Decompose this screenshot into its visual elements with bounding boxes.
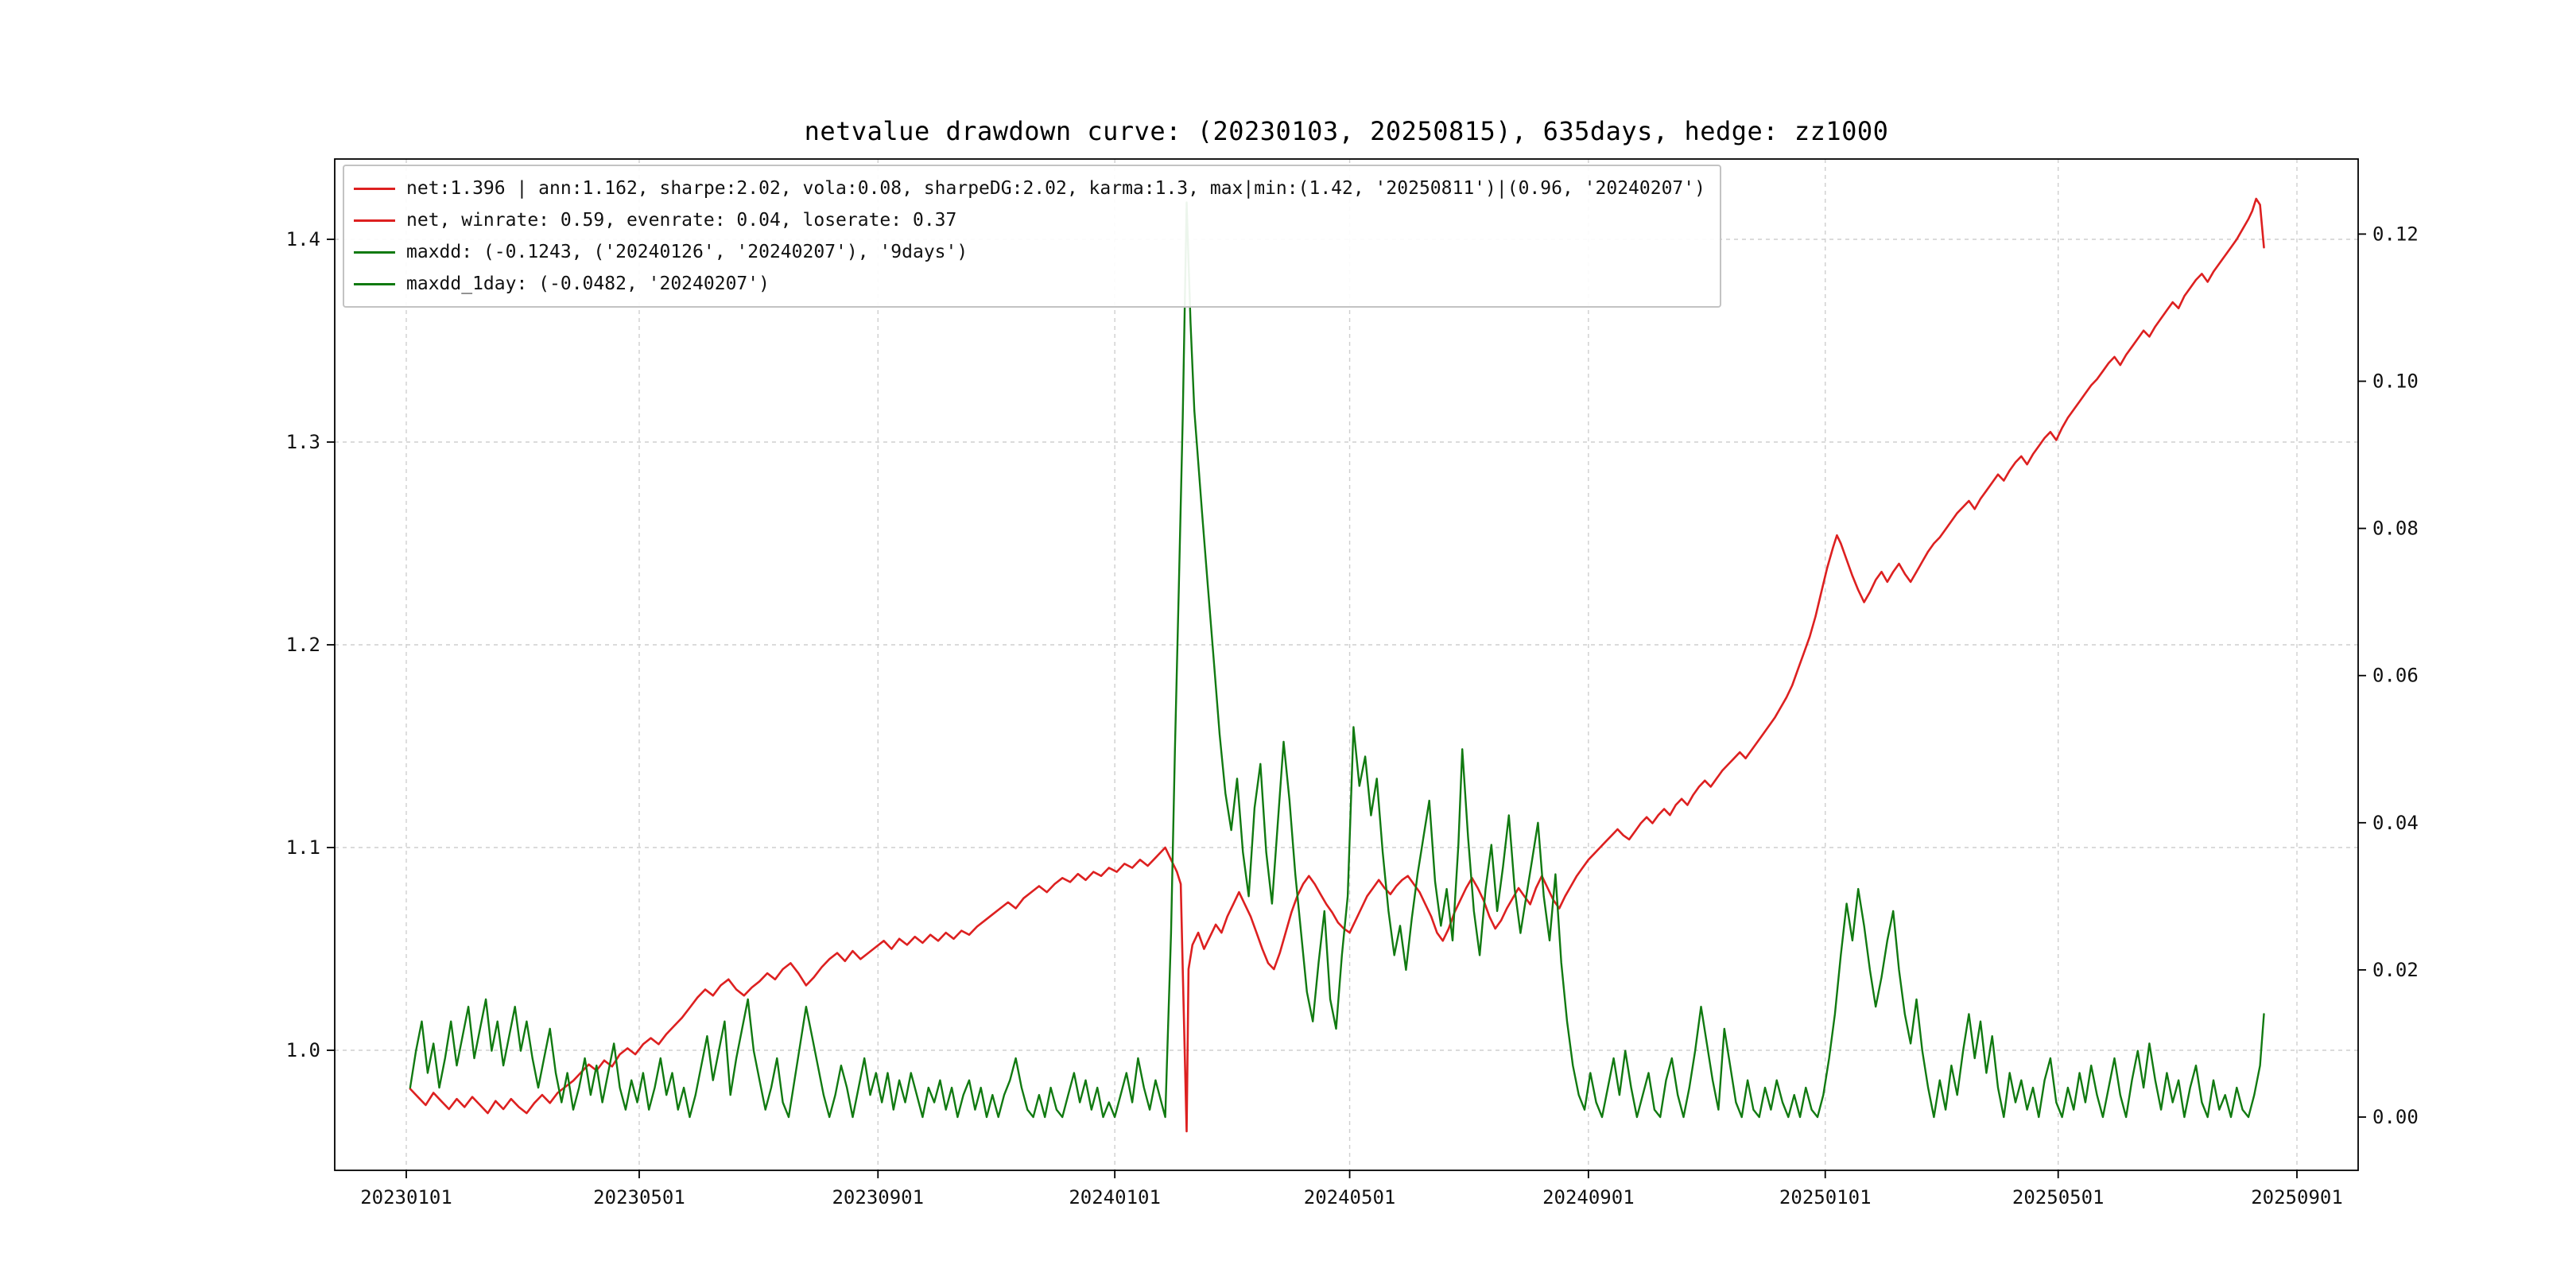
y-left-tick-label: 1.1 (286, 836, 320, 859)
y-left-tick-label: 1.4 (286, 228, 320, 250)
y-right-tick-label: 0.00 (2372, 1106, 2419, 1128)
x-tick-label: 20250901 (2251, 1186, 2343, 1208)
net-line-sample (354, 187, 395, 190)
series-net-line (409, 197, 2265, 1133)
x-tick-label: 20250101 (1779, 1186, 1872, 1208)
grid (335, 159, 2358, 1170)
series-drawdown-line (409, 201, 2265, 1119)
x-tick-label: 20230901 (832, 1186, 924, 1208)
legend-label: net, winrate: 0.59, evenrate: 0.04, lose… (406, 210, 957, 231)
axis-tick-labels: 20230101 20230501 20230901 20240101 20240501… (286, 223, 2419, 1208)
axis-ticks (327, 233, 2366, 1178)
drawdown-line-sample (354, 250, 395, 254)
y-left-tick-label: 1.2 (286, 634, 320, 656)
x-tick-label: 20240101 (1069, 1186, 1161, 1208)
y-right-tick-label: 0.02 (2372, 959, 2419, 981)
plot-border (334, 158, 2359, 1171)
y-right-tick-label: 0.08 (2372, 518, 2419, 540)
legend-entry-maxdd: maxdd: (-0.1243, ('20240126', '20240207'… (354, 236, 1705, 268)
y-right-tick-label: 0.12 (2372, 223, 2419, 245)
series-group (409, 197, 2265, 1133)
x-tick-label: 20240501 (1304, 1186, 1396, 1208)
legend-label: maxdd: (-0.1243, ('20240126', '20240207'… (406, 242, 968, 262)
drawdown-line-sample (354, 282, 395, 285)
legend-label: maxdd_1day: (-0.0482, '20240207') (406, 274, 770, 294)
x-tick-label: 20240901 (1542, 1186, 1635, 1208)
y-right-tick-label: 0.06 (2372, 665, 2419, 687)
x-tick-label: 20230501 (593, 1186, 685, 1208)
y-left-tick-label: 1.3 (286, 431, 320, 453)
x-tick-label: 20250501 (2012, 1186, 2105, 1208)
chart-title: netvalue drawdown curve: (20230103, 2025… (804, 116, 1889, 146)
x-tick-label: 20230101 (360, 1186, 452, 1208)
legend: net:1.396 | ann:1.162, sharpe:2.02, vola… (343, 165, 1721, 308)
legend-entry-net: net:1.396 | ann:1.162, sharpe:2.02, vola… (354, 173, 1705, 204)
legend-entry-winrate: net, winrate: 0.59, evenrate: 0.04, lose… (354, 204, 1705, 236)
y-left-tick-label: 1.0 (286, 1039, 320, 1061)
legend-entry-maxdd-1day: maxdd_1day: (-0.0482, '20240207') (354, 268, 1705, 300)
y-right-tick-label: 0.10 (2372, 370, 2419, 393)
net-line-sample (354, 219, 395, 222)
legend-label: net:1.396 | ann:1.162, sharpe:2.02, vola… (406, 178, 1705, 199)
y-right-tick-label: 0.04 (2372, 812, 2419, 834)
